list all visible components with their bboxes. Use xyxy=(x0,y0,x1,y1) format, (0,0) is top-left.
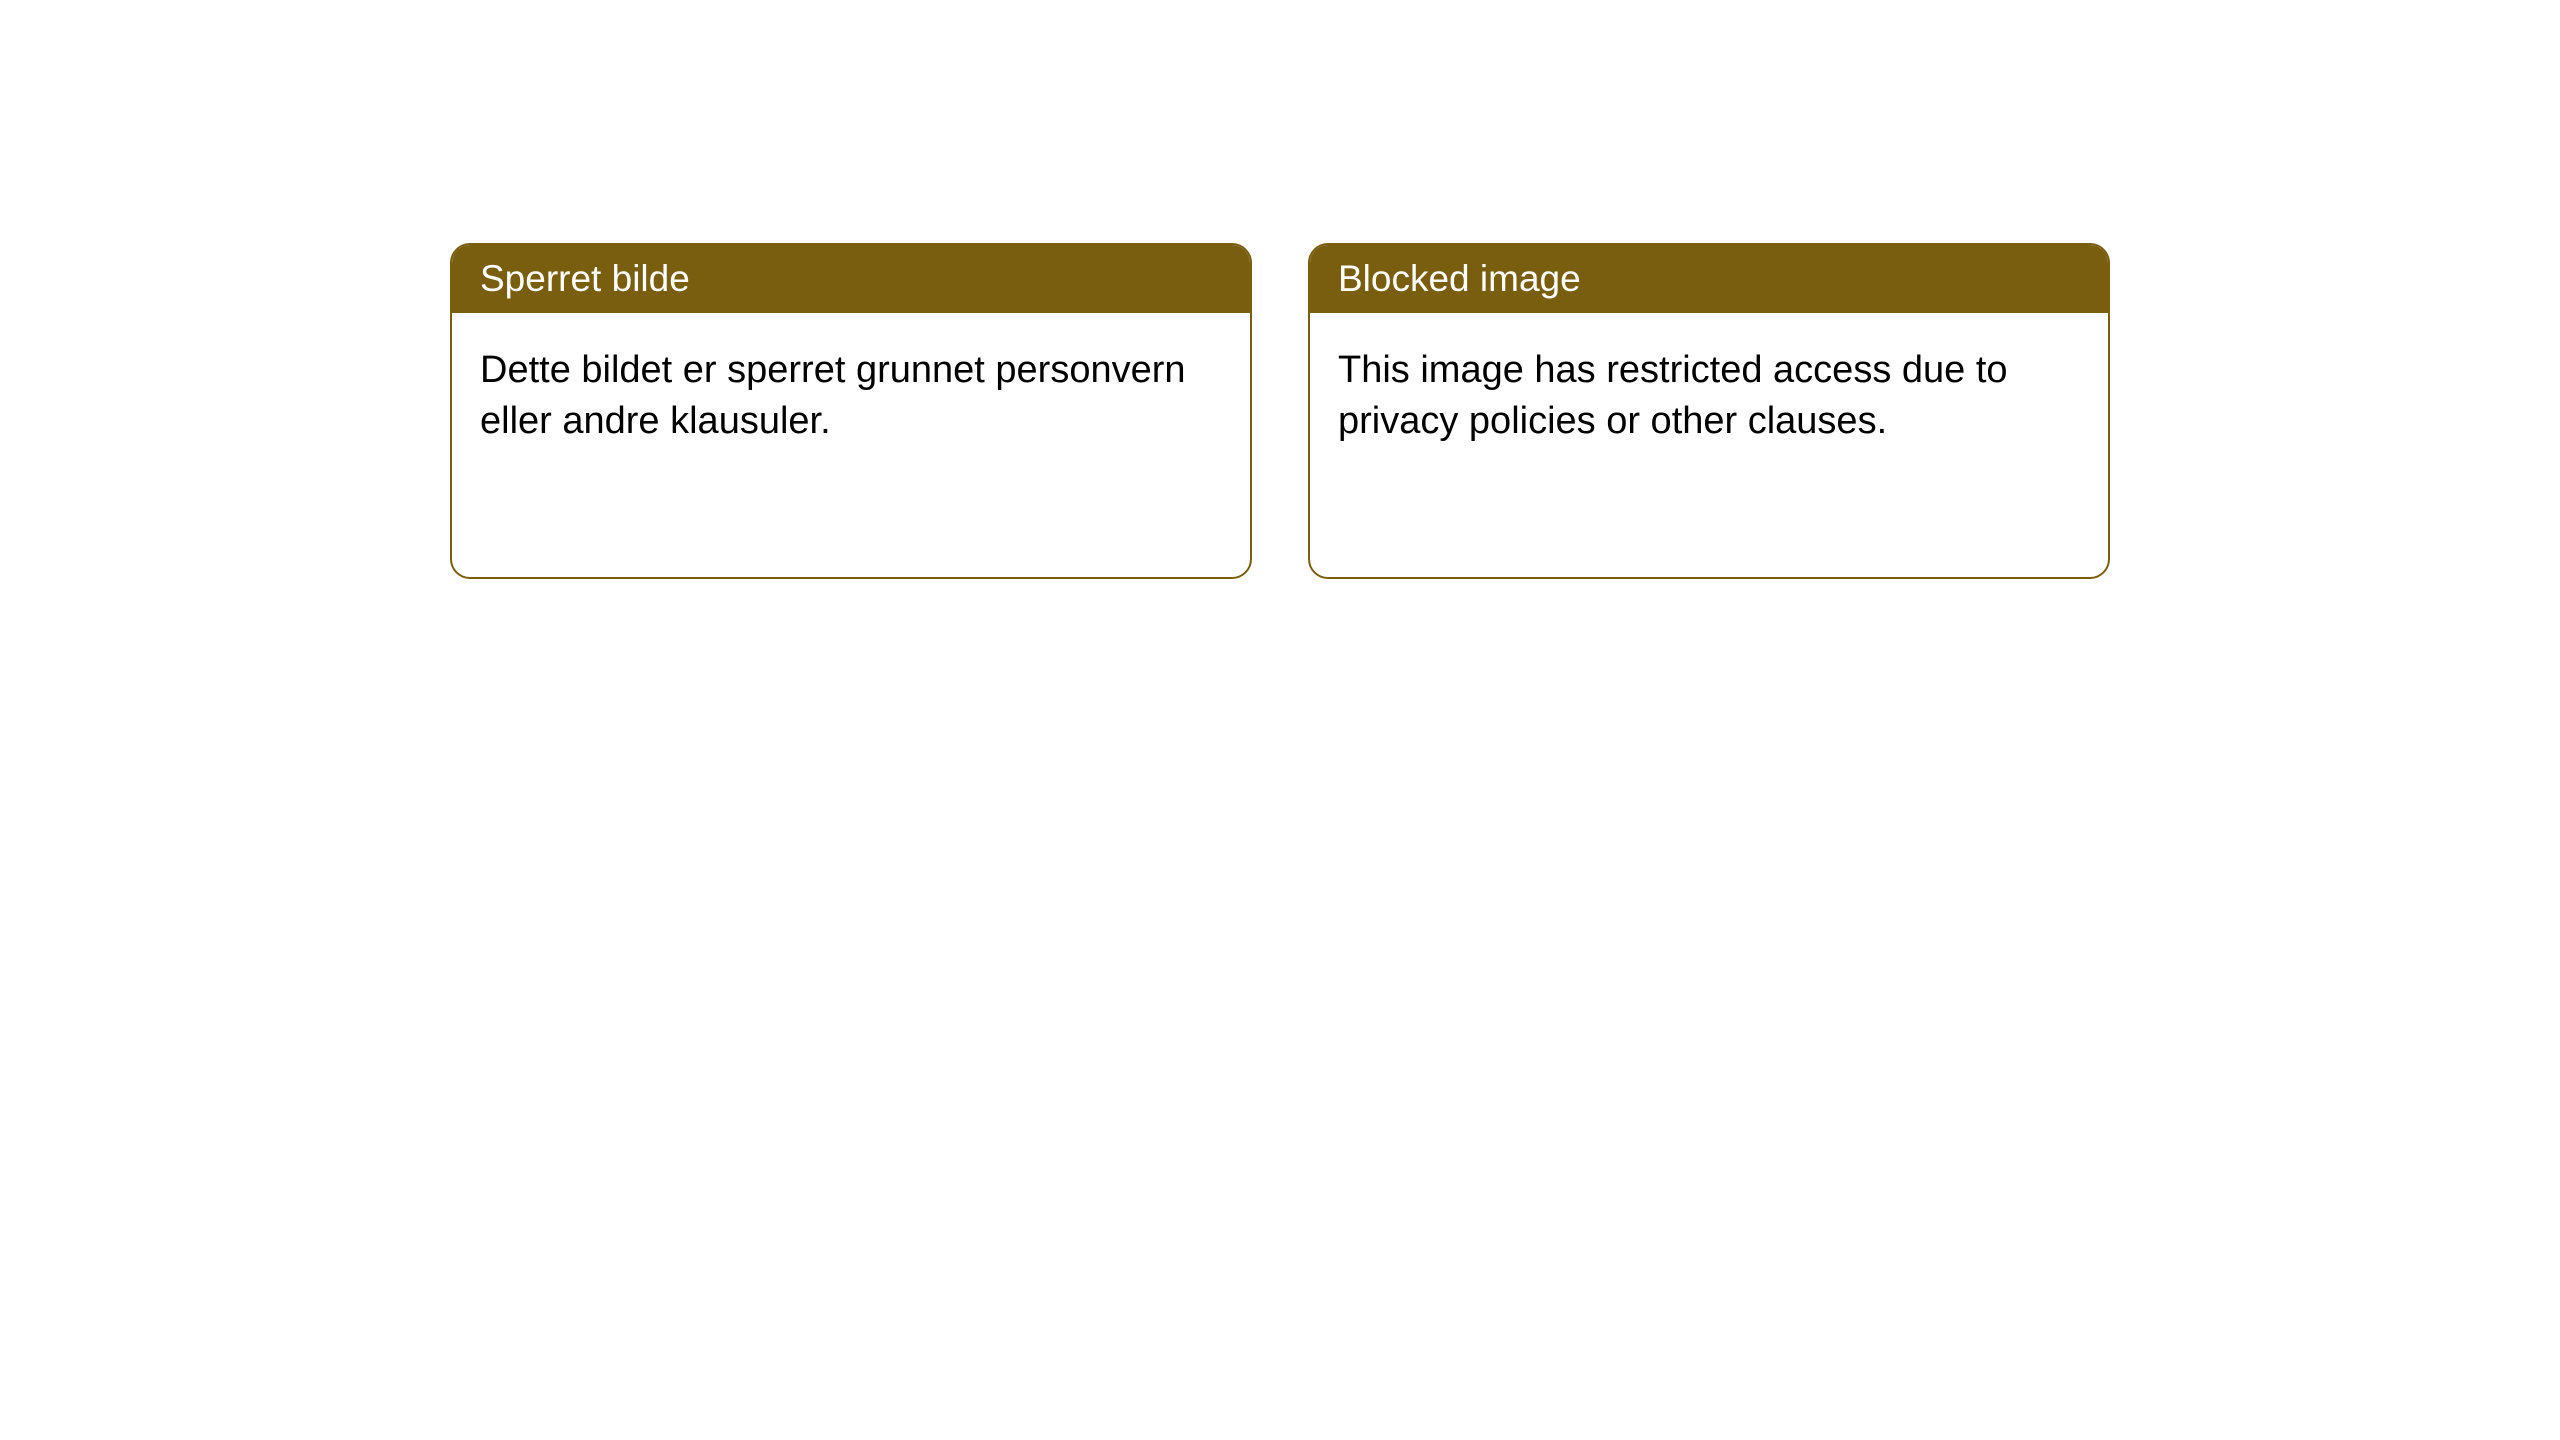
notice-header-english: Blocked image xyxy=(1310,245,2108,313)
notice-container: Sperret bilde Dette bildet er sperret gr… xyxy=(450,243,2110,579)
notice-header-norwegian: Sperret bilde xyxy=(452,245,1250,313)
notice-body-english: This image has restricted access due to … xyxy=(1310,313,2108,480)
notice-card-norwegian: Sperret bilde Dette bildet er sperret gr… xyxy=(450,243,1252,579)
notice-card-english: Blocked image This image has restricted … xyxy=(1308,243,2110,579)
notice-body-norwegian: Dette bildet er sperret grunnet personve… xyxy=(452,313,1250,480)
